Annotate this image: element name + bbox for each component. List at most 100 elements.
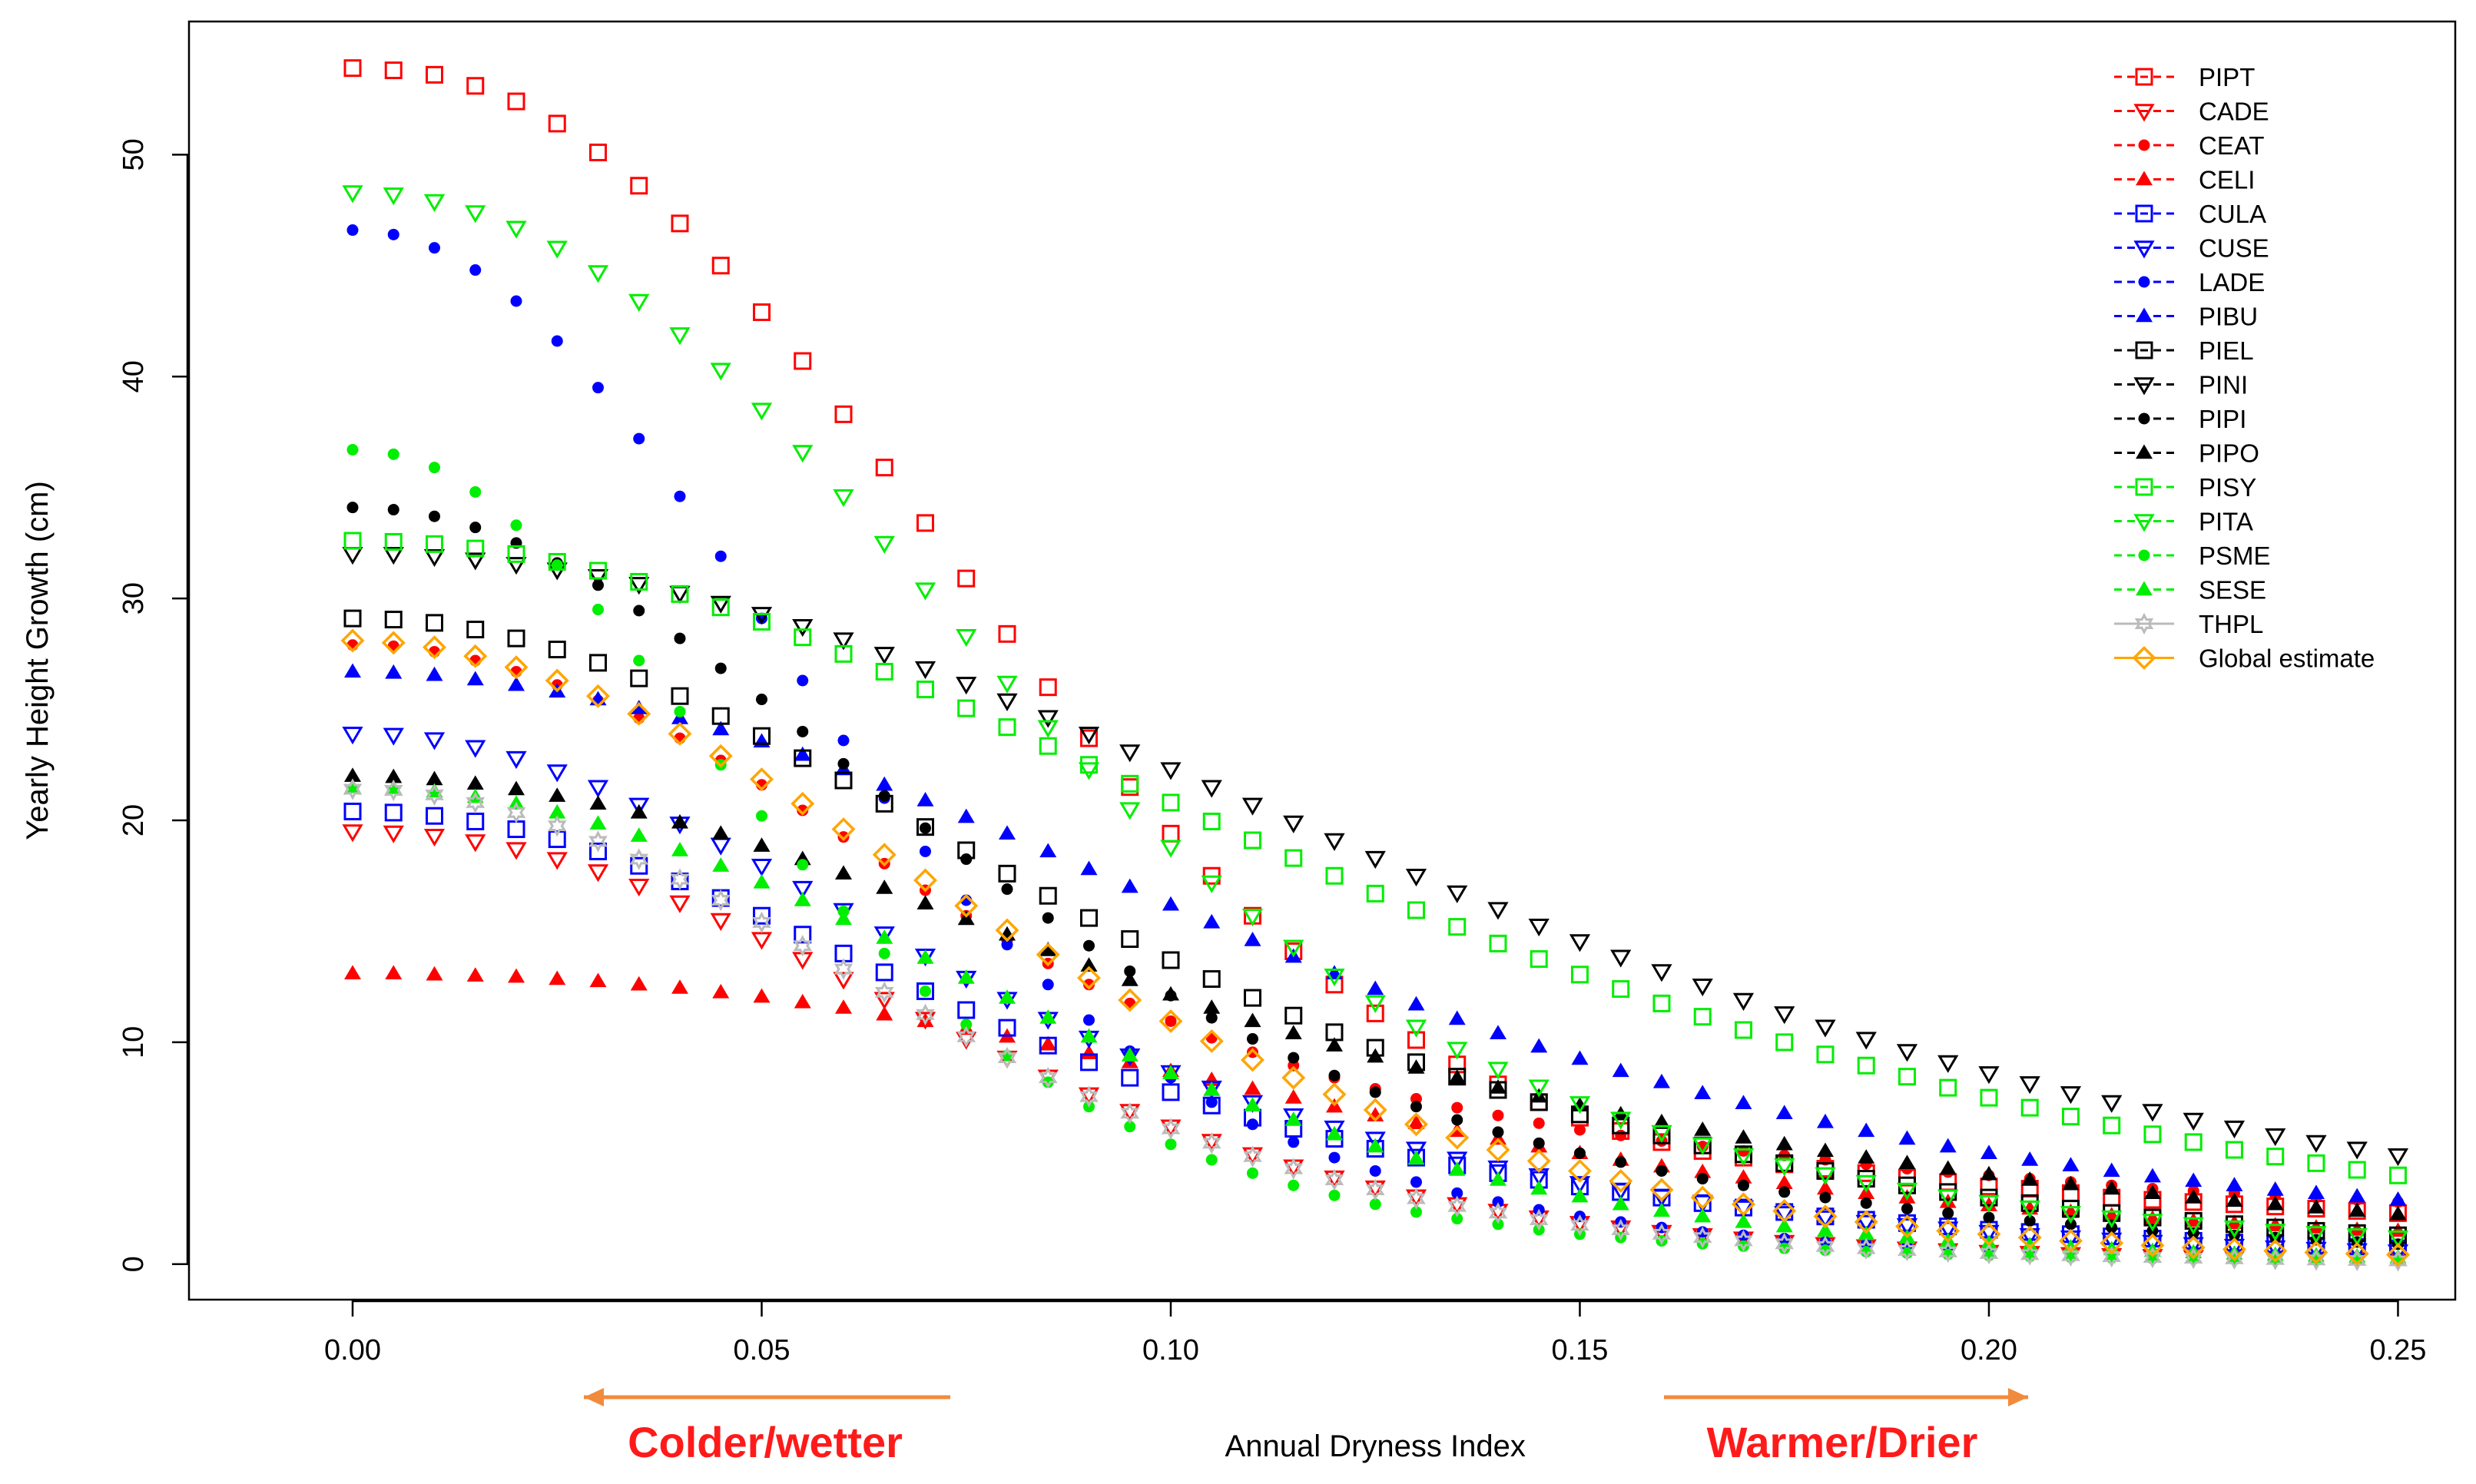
point-pisy [671, 585, 689, 603]
legend-item-lade: LADE [2114, 268, 2265, 296]
point-cula [1079, 1053, 1098, 1072]
point-pini [2183, 1112, 2204, 1131]
point-cula [1407, 1148, 1425, 1167]
point-pibu [2021, 1151, 2039, 1166]
y-tick-label: 30 [118, 582, 150, 614]
point-pisy [998, 718, 1016, 737]
point-pibu [2143, 1168, 2161, 1183]
point-sese [1162, 1065, 1179, 1080]
point-pisy [1612, 980, 1630, 999]
point-thpl [1775, 1232, 1794, 1255]
point-piel [1202, 970, 1221, 989]
point-pita [1855, 1174, 1877, 1193]
point-pita [2387, 1230, 2409, 1249]
point-thpl [793, 934, 813, 957]
point-ceat [1165, 1015, 1177, 1027]
point-pita [383, 187, 404, 206]
point-piel [1775, 1154, 1794, 1172]
point-global-estimate [627, 701, 651, 726]
legend-label-cula: CULA [2199, 200, 2266, 228]
point-pisy [1775, 1033, 1794, 1052]
point-pini [1241, 797, 1264, 816]
point-celi [1980, 1197, 1997, 1211]
point-global-estimate [913, 868, 937, 893]
point-psme [551, 559, 563, 571]
point-pibu [876, 776, 893, 791]
point-celi [385, 965, 403, 980]
point-pipo [2307, 1199, 2325, 1214]
warmer-drier-annotation: Warmer/Drier [1707, 1418, 1978, 1466]
point-celi [1244, 1080, 1261, 1095]
point-psme [1860, 1246, 1872, 1258]
point-pipt [794, 352, 812, 370]
point-sese [753, 873, 771, 889]
point-pipo [712, 825, 730, 840]
point-pipt [548, 114, 566, 133]
point-lade [1492, 1196, 1504, 1208]
point-lade [1246, 1118, 1258, 1131]
point-pisy [1898, 1068, 1916, 1086]
point-psme [2024, 1250, 2036, 1263]
point-pipt [507, 92, 525, 111]
point-ceat [1082, 979, 1095, 991]
point-global-estimate [750, 767, 774, 792]
point-thpl [1202, 1132, 1221, 1154]
point-pita [465, 205, 486, 224]
point-pita [1078, 762, 1100, 780]
point-global-estimate [791, 791, 815, 816]
point-pipo [916, 895, 934, 910]
point-pipo [2348, 1202, 2366, 1217]
point-pipo [876, 879, 893, 894]
point-lade [346, 224, 359, 237]
legend-item-cuse: CUSE [2114, 234, 2269, 263]
point-thpl [2183, 1247, 2203, 1270]
legend-marker-piel [2135, 341, 2153, 359]
point-thpl [1529, 1208, 1549, 1231]
point-cuse [792, 880, 814, 899]
x-tick-label: 0.20 [1961, 1334, 2017, 1366]
y-tick-label: 40 [118, 360, 150, 393]
point-pipo [1775, 1135, 1793, 1151]
point-sese [1530, 1180, 1548, 1195]
legend-label-pibu: PIBU [2199, 303, 2258, 331]
point-psme [1901, 1247, 1913, 1259]
point-global-estimate [2385, 1243, 2410, 1267]
point-pipi [2064, 1218, 2077, 1231]
point-pini [505, 557, 527, 575]
point-pibu [2062, 1157, 2080, 1171]
data-points-layer [340, 59, 2410, 1272]
colder-wetter-annotation: Colder/wetter [628, 1418, 903, 1466]
point-pipi [960, 853, 973, 866]
point-celi [876, 1005, 893, 1021]
point-sese [1489, 1171, 1506, 1186]
point-pita [628, 293, 650, 312]
point-psme [469, 485, 482, 498]
point-celi [671, 979, 688, 994]
point-ceat [1533, 1117, 1545, 1129]
point-pipi [346, 502, 359, 514]
point-thpl [2061, 1244, 2080, 1267]
point-pita [1937, 1189, 1959, 1207]
point-cuse [1815, 1210, 1836, 1229]
point-pini [628, 577, 650, 595]
point-global-estimate [340, 628, 365, 653]
point-pisy [1448, 918, 1467, 936]
point-pini [710, 595, 731, 614]
point-global-estimate [2304, 1240, 2329, 1264]
point-pisy [1816, 1045, 1835, 1064]
point-piel [671, 687, 689, 705]
point-pipo [507, 780, 525, 796]
point-ceat [797, 804, 809, 817]
point-pita [669, 327, 691, 346]
point-global-estimate [1077, 966, 1101, 990]
point-cade [423, 829, 446, 847]
point-pini [1405, 869, 1427, 887]
point-pipi [878, 790, 890, 802]
point-pisy [2266, 1148, 2285, 1166]
point-global-estimate [1854, 1210, 1878, 1234]
point-lade [797, 674, 809, 687]
point-pisy [1407, 901, 1425, 919]
y-tick-label: 20 [118, 804, 150, 836]
x-tick-label: 0.05 [734, 1334, 791, 1366]
